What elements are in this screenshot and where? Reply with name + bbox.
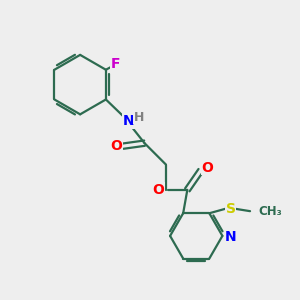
Text: H: H [134, 111, 144, 124]
Text: F: F [111, 57, 120, 71]
Text: N: N [122, 114, 134, 128]
Text: O: O [111, 139, 122, 153]
Text: O: O [201, 160, 213, 175]
Text: S: S [226, 202, 236, 216]
Text: O: O [153, 183, 164, 197]
Text: N: N [225, 230, 236, 244]
Text: CH₃: CH₃ [258, 205, 282, 218]
